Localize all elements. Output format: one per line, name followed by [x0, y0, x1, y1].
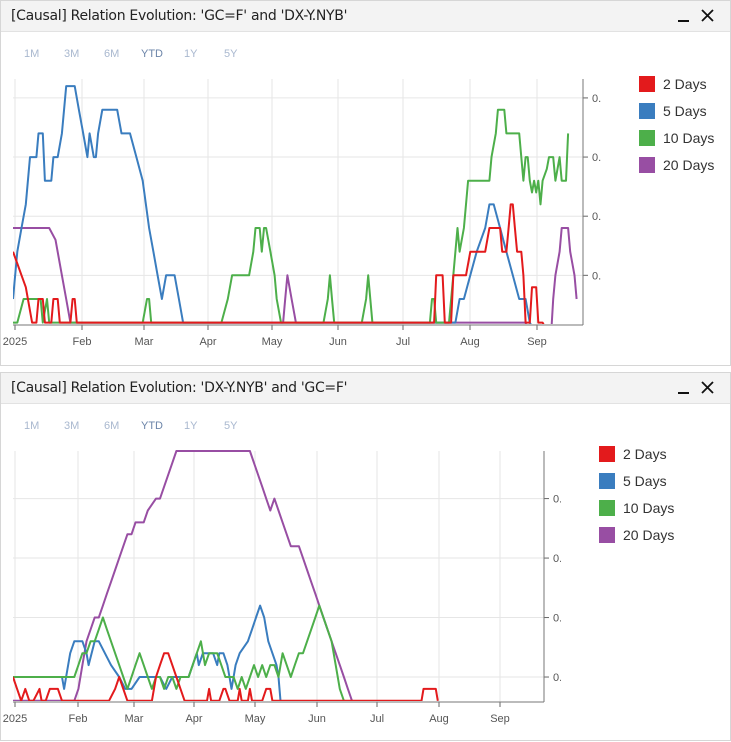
range-button-6m[interactable]: 6M [104, 48, 120, 60]
range-button-1m[interactable]: 1M [24, 48, 40, 60]
close-button[interactable] [698, 4, 718, 26]
range-button-1y[interactable]: 1Y [184, 420, 198, 432]
range-button-1m[interactable]: 1M [24, 420, 40, 432]
y-tick-label: 0.60 [592, 270, 601, 282]
x-tick-label: Jul [370, 713, 384, 725]
range-button-5y[interactable]: 5Y [224, 420, 238, 432]
minimize-icon [678, 392, 689, 394]
line-chart: 2025 Feb Mar Apr May Jun Jul Aug Sep 0.60 0.65 0.70… [3, 79, 601, 348]
series-line-5-days [13, 604, 282, 701]
x-tick-label: Sep [527, 336, 547, 348]
x-tick-label: Apr [185, 713, 202, 725]
minimize-button[interactable] [674, 4, 694, 26]
range-button-3m[interactable]: 3M [64, 420, 80, 432]
x-tick-label: Mar [135, 336, 154, 348]
x-tick-label: 2025 [3, 336, 27, 348]
x-tick-label: Jul [396, 336, 410, 348]
x-tick-label: May [262, 336, 283, 348]
x-tick-label: Aug [429, 713, 449, 725]
legend-swatch [599, 500, 615, 516]
close-icon [701, 381, 714, 394]
series-line-20-days [13, 227, 578, 324]
close-button[interactable] [698, 376, 718, 398]
chart-panel-gc-dx: [Causal] Relation Evolution: 'GC=F' and … [0, 0, 731, 366]
legend-swatch [639, 157, 655, 173]
legend-swatch [599, 527, 615, 543]
legend-label: 2 Days [623, 446, 667, 462]
range-button-1y[interactable]: 1Y [184, 48, 198, 60]
legend-swatch [639, 76, 655, 92]
legend-label: 10 Days [623, 500, 675, 516]
legend-label: 10 Days [663, 130, 715, 146]
series-line-2-days [13, 652, 439, 701]
legend-swatch [599, 446, 615, 462]
y-tick-label: 0.75 [592, 93, 601, 105]
range-button-ytd[interactable]: YTD [141, 48, 163, 60]
y-tick-label: 0.70 [592, 152, 601, 164]
series-line-10-days [13, 604, 345, 701]
legend-label: 5 Days [623, 473, 667, 489]
series-line-5-days [13, 85, 532, 324]
y-tick-label: 0.9 [553, 494, 561, 506]
x-tick-label: Sep [490, 713, 510, 725]
y-tick-label: 0.7 [553, 613, 561, 625]
legend-label: 20 Days [663, 157, 715, 173]
panel-titlebar: [Causal] Relation Evolution: 'DX-Y.NYB' … [1, 373, 730, 404]
x-tick-label: Feb [73, 336, 92, 348]
panel-titlebar: [Causal] Relation Evolution: 'GC=F' and … [1, 1, 730, 32]
close-icon [701, 9, 714, 22]
y-tick-label: 0.65 [592, 211, 601, 223]
minimize-button[interactable] [674, 376, 694, 398]
range-button-6m[interactable]: 6M [104, 420, 120, 432]
x-tick-label: Jun [329, 336, 347, 348]
range-button-3m[interactable]: 3M [64, 48, 80, 60]
range-button-ytd[interactable]: YTD [141, 420, 163, 432]
x-tick-label: Jun [308, 713, 326, 725]
legend-label: 2 Days [663, 76, 707, 92]
x-tick-label: Mar [125, 713, 144, 725]
series-line-2-days [13, 203, 545, 324]
range-button-5y[interactable]: 5Y [224, 48, 238, 60]
x-tick-label: Feb [69, 713, 88, 725]
legend-swatch [599, 473, 615, 489]
x-tick-label: May [245, 713, 266, 725]
x-tick-label: Apr [199, 336, 216, 348]
legend-label: 5 Days [663, 103, 707, 119]
chart-panel-dx-gc: [Causal] Relation Evolution: 'DX-Y.NYB' … [0, 372, 731, 741]
x-tick-label: Aug [460, 336, 480, 348]
legend-label: 20 Days [623, 527, 675, 543]
legend-swatch [639, 103, 655, 119]
y-tick-label: 0.6 [553, 672, 561, 684]
minimize-icon [678, 20, 689, 22]
panel-title: [Causal] Relation Evolution: 'GC=F' and … [11, 8, 348, 24]
x-tick-label: 2025 [3, 713, 27, 725]
series-line-20-days [13, 450, 353, 701]
y-tick-label: 0.8 [553, 553, 561, 565]
line-chart: 2025 Feb Mar Apr May Jun Jul Aug Sep 0.6 0.7 0.8 0.9 [3, 450, 561, 725]
panel-title: [Causal] Relation Evolution: 'DX-Y.NYB' … [11, 380, 348, 396]
legend-swatch [639, 130, 655, 146]
